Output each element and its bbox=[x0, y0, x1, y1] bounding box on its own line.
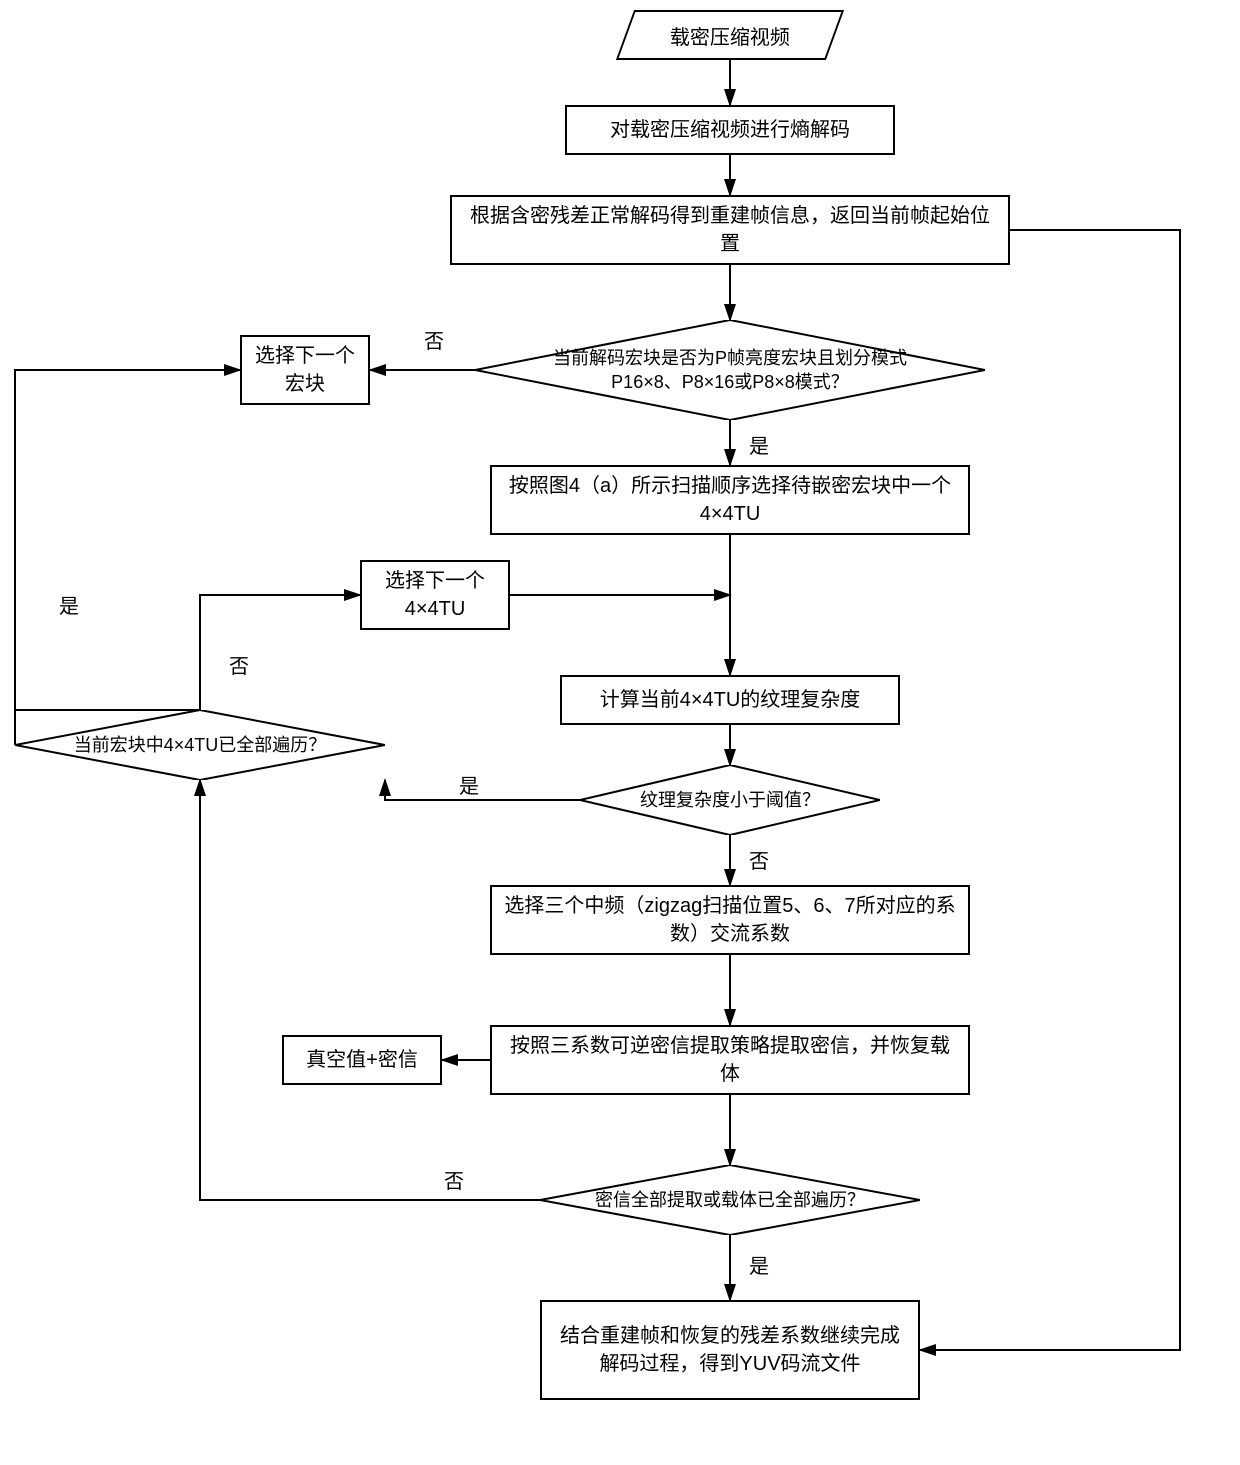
extract-secret-label: 按照三系数可逆密信提取策略提取密信，并恢复载体 bbox=[502, 1032, 958, 1088]
input-label: 载密压缩视频 bbox=[670, 21, 790, 50]
is-pframe-label: 当前解码宏块是否为P帧亮度宏块且划分模式P16×8、P8×16或P8×8模式？ bbox=[535, 346, 925, 395]
all-4x4-traversed-label: 当前宏块中4×4TU已全部遍历？ bbox=[74, 733, 327, 757]
entropy-decode-label: 对载密压缩视频进行熵解码 bbox=[610, 116, 850, 144]
decode-reconstruct-label: 根据含密残差正常解码得到重建帧信息，返回当前帧起始位置 bbox=[462, 202, 998, 258]
edge-label-yes-2: 是 bbox=[455, 770, 483, 799]
is-pframe-node: 当前解码宏块是否为P帧亮度宏块且划分模式P16×8、P8×16或P8×8模式？ bbox=[475, 320, 985, 420]
all-4x4-traversed-node: 当前宏块中4×4TU已全部遍历？ bbox=[15, 710, 385, 780]
entropy-decode-node: 对载密压缩视频进行熵解码 bbox=[565, 105, 895, 155]
next-macroblock-node: 选择下一个宏块 bbox=[240, 335, 370, 405]
edge-label-yes-3: 是 bbox=[745, 1250, 773, 1279]
edge-label-yes-1: 是 bbox=[745, 430, 773, 459]
edge-label-no-2: 否 bbox=[745, 845, 773, 874]
vacuum-secret-node: 真空值+密信 bbox=[282, 1035, 442, 1085]
texture-lt-threshold-label: 纹理复杂度小于阈值？ bbox=[640, 788, 820, 812]
select-midfreq-label: 选择三个中频（zigzag扫描位置5、6、7所对应的系数）交流系数 bbox=[502, 892, 958, 948]
next-4x4tu-node: 选择下一个4×4TU bbox=[360, 560, 510, 630]
all-extracted-label: 密信全部提取或载体已全部遍历？ bbox=[595, 1188, 865, 1212]
flowchart-canvas: 载密压缩视频 对载密压缩视频进行熵解码 根据含密残差正常解码得到重建帧信息，返回… bbox=[0, 0, 1240, 1465]
all-extracted-node: 密信全部提取或载体已全部遍历？ bbox=[540, 1165, 920, 1235]
next-macroblock-label: 选择下一个宏块 bbox=[252, 342, 358, 398]
select-4x4tu-label: 按照图4（a）所示扫描顺序选择待嵌密宏块中一个4×4TU bbox=[502, 472, 958, 528]
finish-decode-label: 结合重建帧和恢复的残差系数继续完成解码过程，得到YUV码流文件 bbox=[552, 1322, 908, 1378]
edge-label-no-3: 否 bbox=[440, 1165, 468, 1194]
select-midfreq-node: 选择三个中频（zigzag扫描位置5、6、7所对应的系数）交流系数 bbox=[490, 885, 970, 955]
vacuum-secret-label: 真空值+密信 bbox=[306, 1046, 418, 1074]
calc-texture-node: 计算当前4×4TU的纹理复杂度 bbox=[560, 675, 900, 725]
select-4x4tu-node: 按照图4（a）所示扫描顺序选择待嵌密宏块中一个4×4TU bbox=[490, 465, 970, 535]
finish-decode-node: 结合重建帧和恢复的残差系数继续完成解码过程，得到YUV码流文件 bbox=[540, 1300, 920, 1400]
edge-label-no-4: 否 bbox=[225, 650, 253, 679]
edge-label-no-1: 否 bbox=[420, 325, 448, 354]
decode-reconstruct-node: 根据含密残差正常解码得到重建帧信息，返回当前帧起始位置 bbox=[450, 195, 1010, 265]
texture-lt-threshold-node: 纹理复杂度小于阈值？ bbox=[580, 765, 880, 835]
calc-texture-label: 计算当前4×4TU的纹理复杂度 bbox=[600, 686, 861, 714]
extract-secret-node: 按照三系数可逆密信提取策略提取密信，并恢复载体 bbox=[490, 1025, 970, 1095]
input-node: 载密压缩视频 bbox=[616, 10, 844, 60]
edge-label-yes-4: 是 bbox=[55, 590, 83, 619]
next-4x4tu-label: 选择下一个4×4TU bbox=[372, 567, 498, 623]
